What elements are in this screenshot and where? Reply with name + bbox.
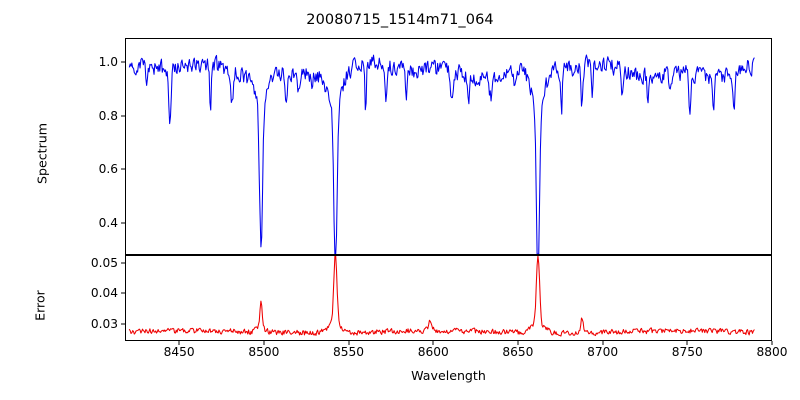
x-tick-label: 8450 xyxy=(163,345,195,359)
error-panel xyxy=(125,255,772,341)
y-tick-label: 0.4 xyxy=(98,215,118,230)
y-tick-label: 0.6 xyxy=(98,162,118,177)
y-tick-mark xyxy=(121,262,125,264)
spectrum-line-plot xyxy=(126,39,771,254)
x-tick-mark xyxy=(771,341,773,345)
y-axis-label-spectrum: Spectrum xyxy=(34,122,50,185)
y-tick-mark xyxy=(121,61,125,63)
y-tick-label: 0.05 xyxy=(90,255,118,270)
y-tick-label: 1.0 xyxy=(98,55,118,70)
x-tick-label: 8800 xyxy=(756,345,788,359)
page-title: 20080715_1514m71_064 xyxy=(306,12,494,28)
y-tick-mark xyxy=(121,115,125,117)
y-axis-label-error: Error xyxy=(32,290,48,321)
y-tick-labels: 0.4 0.6 0.8 1.0 0.03 0.04 0.05 xyxy=(70,0,118,400)
x-tick-mark xyxy=(602,341,604,345)
x-tick-label: 8600 xyxy=(417,345,449,359)
x-tick-mark xyxy=(348,341,350,345)
x-tick-mark xyxy=(432,341,434,345)
x-axis-label: Wavelength xyxy=(411,368,486,383)
error-series-line xyxy=(129,256,754,336)
x-tick-label: 8650 xyxy=(502,345,534,359)
x-tick-label: 8700 xyxy=(587,345,619,359)
x-tick-mark xyxy=(517,341,519,345)
x-tick-label: 8750 xyxy=(671,345,703,359)
x-tick-mark xyxy=(263,341,265,345)
spectrum-series-line xyxy=(129,55,754,254)
y-tick-mark xyxy=(121,292,125,294)
y-tick-mark xyxy=(121,222,125,224)
y-tick-mark xyxy=(121,323,125,325)
x-tick-label: 8500 xyxy=(248,345,280,359)
x-tick-label: 8550 xyxy=(333,345,365,359)
y-tick-label: 0.03 xyxy=(90,317,118,332)
error-line-plot xyxy=(126,256,771,340)
spectrum-panel xyxy=(125,38,772,255)
x-tick-mark xyxy=(178,341,180,345)
y-tick-label: 0.04 xyxy=(90,286,118,301)
x-tick-mark xyxy=(686,341,688,345)
y-tick-label: 0.8 xyxy=(98,108,118,123)
y-tick-mark xyxy=(121,168,125,170)
